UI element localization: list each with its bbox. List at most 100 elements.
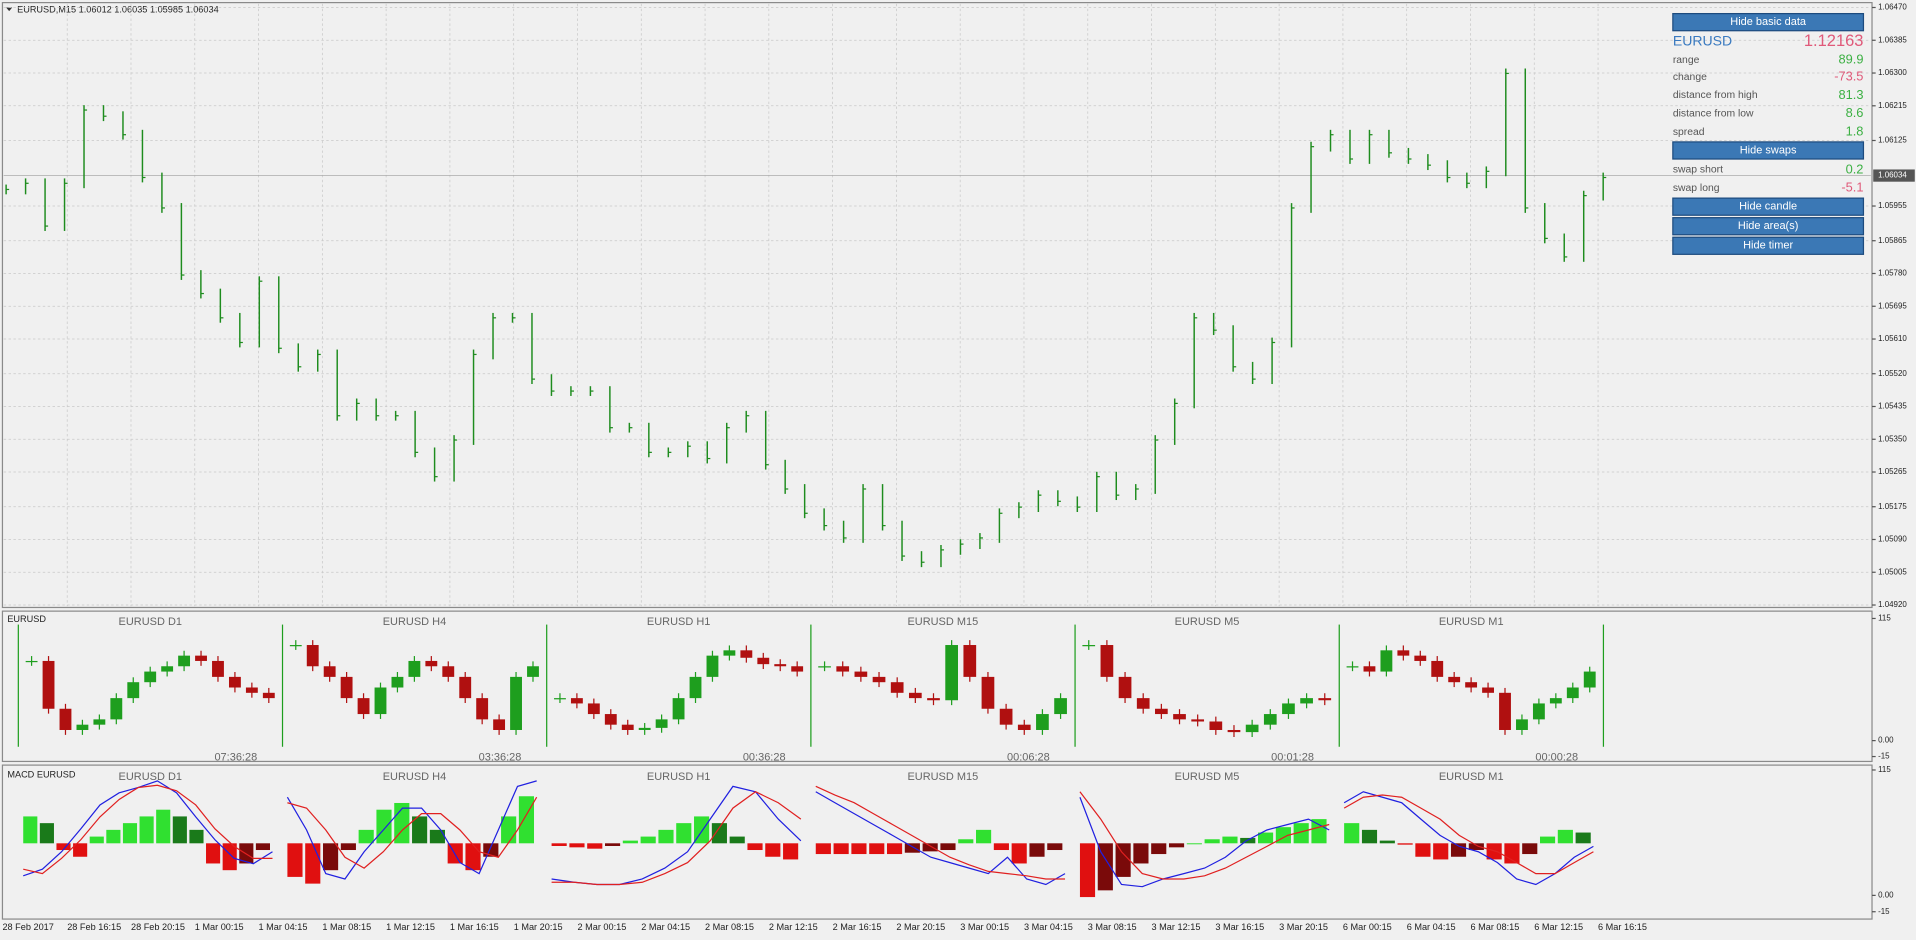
macd-histogram-bar — [765, 843, 781, 857]
panel-button[interactable] — [1672, 141, 1865, 160]
x-tick-label: 2 Mar 04:15 — [641, 922, 690, 932]
candle — [818, 666, 831, 668]
candle — [1282, 703, 1295, 715]
macd-histogram-bar — [551, 843, 567, 846]
candle — [391, 676, 404, 688]
button-label[interactable]: Hide basic data — [1730, 16, 1807, 28]
candle — [289, 645, 302, 647]
macd-histogram-bar — [1557, 829, 1573, 844]
candle — [178, 655, 191, 667]
candle — [1532, 703, 1545, 720]
candle — [161, 666, 174, 672]
macd-histogram-bar — [1011, 843, 1027, 864]
main-chart-frame — [1, 1, 1873, 609]
candle — [604, 714, 617, 725]
info-label: swap short — [1673, 165, 1723, 176]
macd-histogram-bar — [1468, 843, 1484, 851]
macd-histogram-bar — [287, 843, 303, 877]
collapse-arrow[interactable] — [6, 7, 13, 12]
info-label: distance from low — [1673, 109, 1754, 120]
section-title: EURUSD H1 — [647, 616, 710, 628]
x-tick-label: 1 Mar 20:15 — [514, 922, 563, 932]
macd-histogram-bar — [189, 829, 204, 844]
candle — [1082, 645, 1096, 647]
section-title: EURUSD M1 — [1439, 771, 1504, 783]
y-tick-label: 1.05520 — [1878, 369, 1907, 378]
macd-histogram-bar — [676, 823, 692, 844]
y-tick-label: 115 — [1878, 614, 1891, 623]
panel-button[interactable] — [1672, 236, 1865, 255]
candle — [1431, 660, 1444, 677]
section-timer: 00:06:28 — [1007, 752, 1050, 764]
candle — [1173, 714, 1186, 720]
macd-histogram-bar — [1047, 843, 1063, 851]
y-tick-label: 1.05175 — [1878, 502, 1907, 511]
macd-histogram-bar — [1204, 839, 1220, 844]
macd-histogram-bar — [1415, 843, 1431, 857]
macd-histogram-bar — [39, 823, 54, 844]
panel-button[interactable] — [1672, 197, 1865, 216]
candle — [791, 666, 804, 672]
panel-label: EURUSD — [7, 614, 46, 624]
candle — [1054, 698, 1067, 715]
info-label: swap long — [1673, 183, 1720, 194]
macd-histogram-bar — [729, 836, 745, 844]
macd-histogram-bar — [89, 836, 104, 844]
macd-histogram-bar — [23, 816, 38, 844]
y-tick-label: 1.05435 — [1878, 402, 1907, 411]
macd-histogram-bar — [518, 796, 535, 844]
macd-histogram-bar — [1522, 843, 1538, 855]
candle — [945, 645, 958, 701]
section-title: EURUSD M1 — [1439, 616, 1504, 628]
section-title: EURUSD M5 — [1175, 771, 1240, 783]
button-label[interactable]: Hide candle — [1739, 201, 1797, 213]
info-value: 1.8 — [1846, 124, 1864, 139]
candle — [854, 671, 868, 677]
button-label[interactable]: Hide timer — [1743, 240, 1793, 252]
candle — [890, 682, 904, 693]
x-tick-label: 1 Mar 16:15 — [450, 922, 499, 932]
macd-histogram-bar — [993, 843, 1009, 851]
x-tick-label: 6 Mar 08:15 — [1470, 922, 1519, 932]
macd-histogram-bar — [922, 843, 938, 852]
x-tick-label: 28 Feb 20:15 — [131, 922, 185, 932]
y-tick-label: 1.06300 — [1878, 68, 1907, 77]
y-tick-label: 1.04920 — [1878, 600, 1907, 609]
macd-histogram-bar — [604, 843, 621, 846]
candle — [872, 676, 886, 683]
section-timer: 03:36:28 — [479, 752, 522, 764]
button-label[interactable]: Hide swaps — [1740, 144, 1797, 156]
macd-histogram-bar — [851, 843, 867, 855]
macd-panel-frame — [1, 764, 1873, 920]
macd-histogram-bar — [1379, 840, 1395, 844]
candle — [1227, 729, 1241, 733]
section-timer: 00:01:28 — [1271, 752, 1314, 764]
candle — [59, 708, 72, 730]
y-tick-label: 1.06125 — [1878, 136, 1907, 145]
candle — [228, 676, 241, 688]
panel-button[interactable] — [1672, 12, 1865, 32]
section-timer: 00:36:28 — [743, 752, 786, 764]
candle — [621, 724, 634, 730]
macd-histogram-bar — [886, 843, 903, 855]
candle — [1191, 719, 1205, 722]
macd-histogram-bar — [1186, 843, 1202, 845]
candle — [638, 727, 651, 730]
macd-line — [1079, 797, 1330, 888]
candle — [476, 698, 489, 720]
candle — [1346, 666, 1359, 668]
candle — [110, 698, 123, 720]
candle — [689, 676, 702, 699]
candle — [42, 660, 55, 709]
candle — [1263, 714, 1277, 725]
candle — [1245, 724, 1259, 733]
candle — [459, 676, 472, 699]
panel-button[interactable] — [1672, 217, 1865, 236]
x-tick-label: 1 Mar 12:15 — [386, 922, 435, 932]
candle — [740, 650, 753, 658]
y-tick-label: 1.05005 — [1878, 567, 1907, 576]
x-tick-label: 6 Mar 12:15 — [1534, 922, 1583, 932]
info-value: -73.5 — [1834, 69, 1863, 84]
macd-histogram-bar — [412, 816, 428, 844]
button-label[interactable]: Hide area(s) — [1738, 220, 1798, 232]
